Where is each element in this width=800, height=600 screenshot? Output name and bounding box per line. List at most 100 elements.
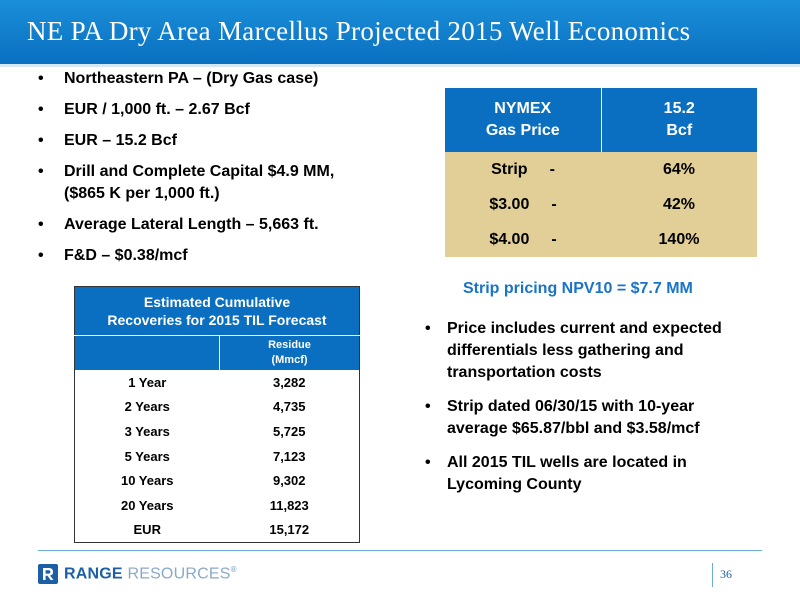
value-cell: 5,725: [219, 419, 360, 444]
recovery-table-caption: Estimated Cumulative Recoveries for 2015 …: [74, 286, 360, 336]
bullet-text: EUR – 15.2 Bcf: [64, 132, 177, 149]
bullet-text-continued: differentials less gathering and: [447, 342, 684, 359]
bullet-item: • EUR – 15.2 Bcf: [38, 130, 408, 152]
period-cell: 20 Years: [74, 492, 220, 518]
title-bar: NE PA Dry Area Marcellus Projected 2015 …: [0, 0, 800, 64]
return-cell: 140%: [601, 222, 757, 257]
bullet-glyph: •: [38, 101, 44, 118]
price-row: Strip - 64%: [445, 152, 757, 187]
price-cell: $4.00 -: [445, 222, 601, 257]
bullet-glyph: •: [38, 247, 44, 264]
bullet-item: • F&D – $0.38/mcf: [38, 245, 408, 267]
bullet-text-continued: average $65.87/bbl and $3.58/mcf: [447, 420, 700, 437]
footer-divider: [38, 550, 762, 551]
header-text: Bcf: [666, 122, 693, 139]
bullet-glyph: •: [38, 163, 44, 180]
table-row: 5 Years 7,123: [74, 443, 360, 469]
period-cell: EUR: [74, 517, 220, 543]
header-text: Gas Price: [485, 122, 560, 139]
value-cell: 3,282: [219, 370, 360, 395]
bullet-glyph: •: [38, 216, 44, 233]
table-row: 10 Years 9,302: [74, 468, 360, 493]
bullet-glyph: •: [425, 454, 431, 471]
table-row: 2 Years 4,735: [74, 394, 360, 420]
price-dash: -: [551, 230, 557, 248]
bullet-glyph: •: [38, 132, 44, 149]
cumulative-recoveries-table: Estimated Cumulative Recoveries for 2015 …: [74, 286, 360, 544]
empty-header-cell: [74, 335, 220, 370]
price-cell: Strip -: [445, 152, 601, 187]
header-bcf: 15.2 Bcf: [601, 88, 757, 152]
bullet-text-continued: Lycoming County: [447, 476, 582, 493]
npv-summary: Strip pricing NPV10 = $7.7 MM: [463, 280, 693, 297]
bullet-item: • Drill and Complete Capital $4.9 MM, ($86…: [38, 161, 408, 205]
header-nymex-gas-price: NYMEX Gas Price: [445, 88, 602, 152]
price-cell: $3.00 -: [445, 187, 601, 222]
price-label: $4.00: [489, 230, 530, 248]
slide-title: NE PA Dry Area Marcellus Projected 2015 …: [27, 16, 691, 46]
price-table-header: NYMEX Gas Price 15.2 Bcf: [445, 88, 757, 152]
registered-mark: ®: [230, 564, 237, 574]
caption-cell: Estimated Cumulative Recoveries for 2015 …: [74, 286, 360, 336]
recovery-table-subheader: Residue (Mmcf): [74, 335, 360, 370]
logo-text-light: RESOURCES: [127, 565, 231, 583]
value-cell: 9,302: [219, 468, 360, 493]
bullet-item: • Strip dated 06/30/15 with 10-year averag…: [425, 396, 785, 440]
table-row: 1 Year 3,282: [74, 370, 360, 395]
gas-price-table: NYMEX Gas Price 15.2 Bcf Strip - 64% $3.00 -…: [445, 88, 757, 257]
bullet-text-continued: transportation costs: [447, 364, 602, 381]
bullet-text: Northeastern PA – (Dry Gas case): [64, 70, 319, 87]
bullet-text: Price includes current and expected: [447, 320, 722, 337]
bullet-item: • EUR / 1,000 ft. – 2.67 Bcf: [38, 99, 408, 121]
bullet-text: Drill and Complete Capital $4.9 MM,: [64, 163, 335, 180]
value-cell: 15,172: [219, 517, 360, 543]
period-cell: 3 Years: [74, 419, 220, 444]
column-header-text: Residue: [268, 339, 311, 351]
table-row: EUR 15,172: [74, 517, 360, 543]
value-cell: 4,735: [219, 394, 360, 420]
period-cell: 5 Years: [74, 443, 220, 469]
return-cell: 42%: [601, 187, 757, 222]
return-cell: 64%: [601, 152, 757, 187]
bullet-text: EUR / 1,000 ft. – 2.67 Bcf: [64, 101, 250, 118]
price-label: $3.00: [489, 195, 530, 213]
residue-header-cell: Residue (Mmcf): [219, 335, 360, 370]
page-number: 36: [720, 567, 732, 581]
bullet-glyph: •: [425, 398, 431, 415]
bullet-glyph: •: [425, 320, 431, 337]
bullet-item: • Price includes current and expected diff…: [425, 318, 785, 384]
bullet-item: • All 2015 TIL wells are located in Lycomi…: [425, 452, 785, 496]
price-row: $4.00 - 140%: [445, 222, 757, 257]
header-text: NYMEX: [494, 100, 552, 117]
logo-text-bold: RANGE: [64, 565, 123, 583]
period-cell: 10 Years: [74, 468, 220, 493]
header-text: 15.2: [663, 100, 695, 117]
bullet-text: F&D – $0.38/mcf: [64, 247, 188, 264]
caption-text: Estimated Cumulative: [143, 294, 291, 310]
value-cell: 11,823: [219, 492, 360, 518]
price-dash: -: [549, 160, 555, 178]
bullet-item: • Average Lateral Length – 5,663 ft.: [38, 214, 408, 236]
period-cell: 2 Years: [74, 394, 220, 420]
table-row: 3 Years 5,725: [74, 419, 360, 444]
bullet-text: All 2015 TIL wells are located in: [447, 454, 687, 471]
range-r-logo-icon: [38, 564, 58, 584]
price-label: Strip: [491, 160, 528, 178]
table-row: 20 Years 11,823: [74, 492, 360, 518]
bullet-text: Strip dated 06/30/15 with 10-year: [447, 398, 695, 415]
bullet-item: • Northeastern PA – (Dry Gas case): [38, 68, 408, 90]
left-bullet-list: • Northeastern PA – (Dry Gas case) • EUR /…: [38, 68, 408, 276]
price-row: $3.00 - 42%: [445, 187, 757, 222]
price-dash: -: [551, 195, 557, 213]
caption-text: Recoveries for 2015 TIL Forecast: [107, 312, 327, 328]
company-logo: RANGE RESOURCES®: [38, 563, 237, 585]
bullet-text-continued: ($865 K per 1,000 ft.): [64, 185, 220, 202]
page-number-divider: [712, 563, 713, 587]
right-bullet-list: • Price includes current and expected diff…: [425, 318, 785, 508]
bullet-text: Average Lateral Length – 5,663 ft.: [64, 216, 319, 233]
logo-wordmark: RANGE RESOURCES®: [64, 565, 237, 583]
bullet-glyph: •: [38, 70, 44, 87]
column-header-text: (Mmcf): [271, 354, 308, 366]
title-underline: [0, 64, 800, 67]
value-cell: 7,123: [219, 443, 360, 469]
